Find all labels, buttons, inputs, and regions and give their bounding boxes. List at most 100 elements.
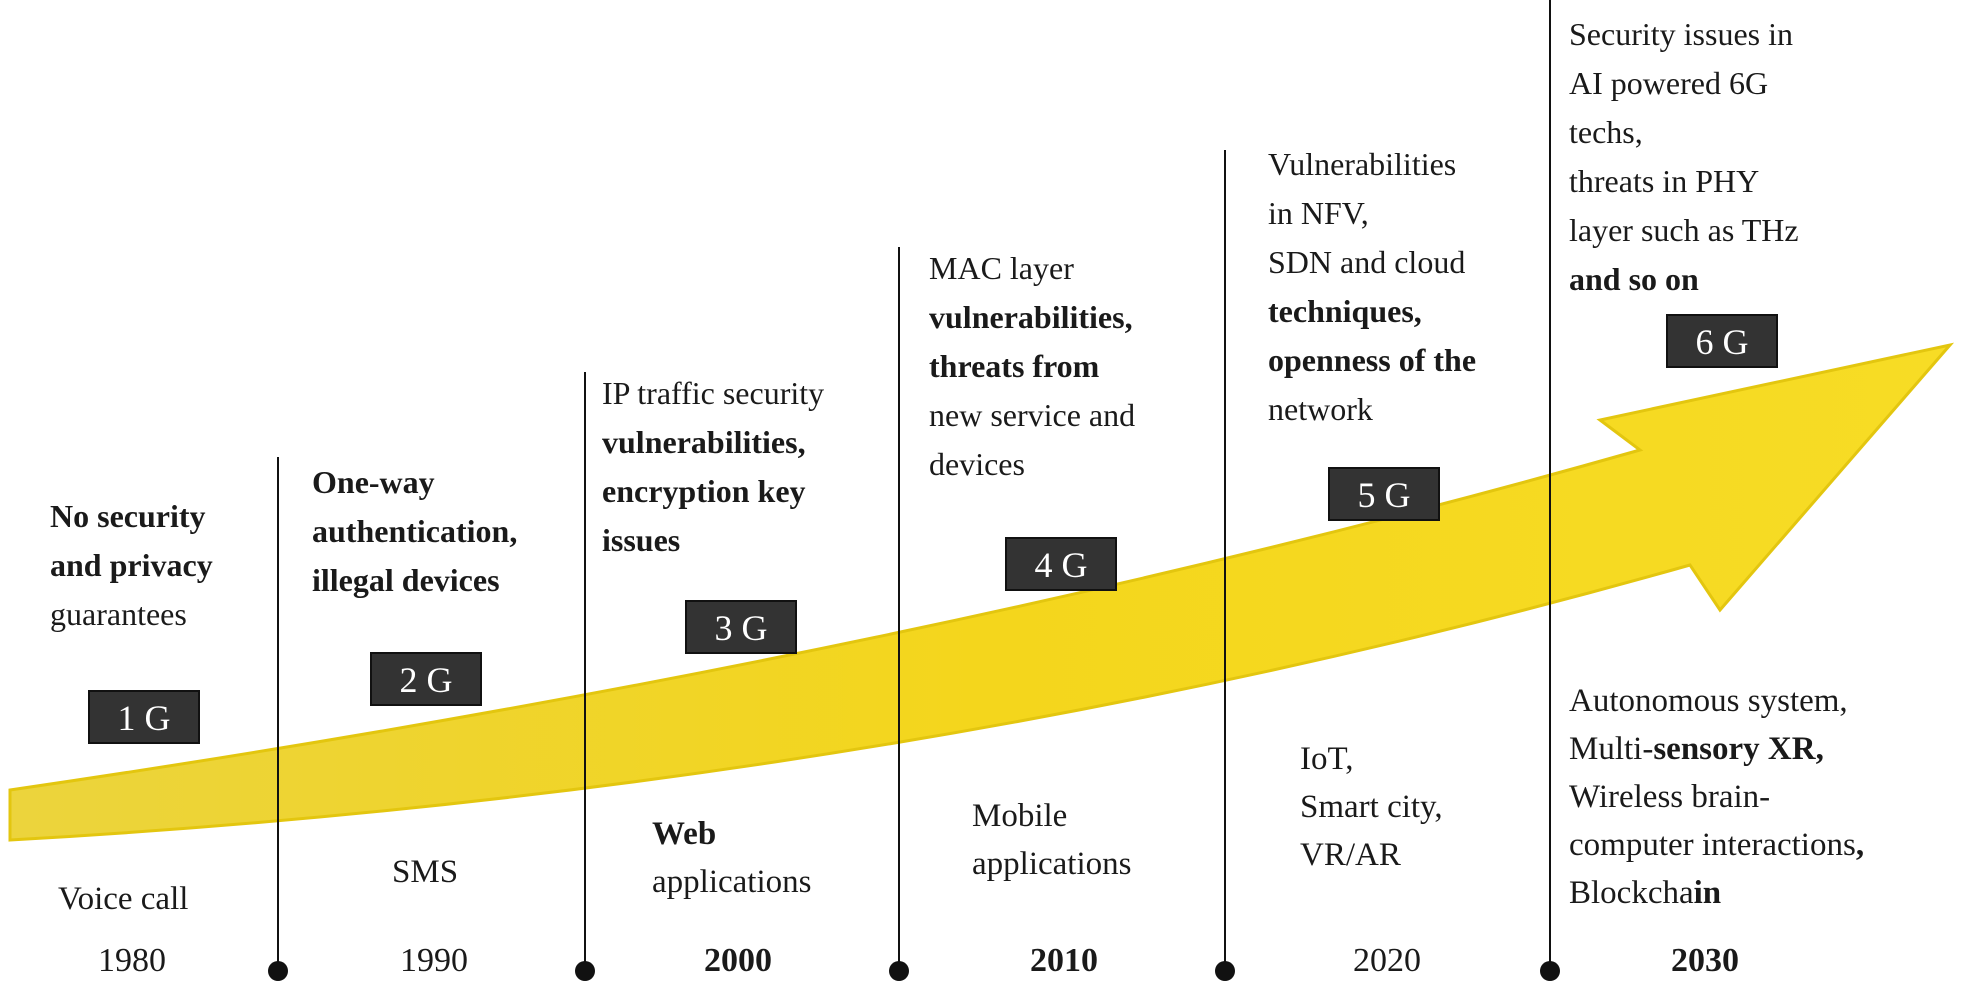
text-segment: applications <box>972 846 1132 882</box>
security-line: and privacy <box>50 541 213 590</box>
era-6-security-text: Security issues in AI powered 6G techs, thr… <box>1569 10 1799 304</box>
security-line: encryption key <box>602 467 824 516</box>
application-line: Smart city, <box>1300 783 1443 831</box>
gen-badge-4g: 4 G <box>1005 537 1117 591</box>
text-segment: and privacy <box>50 547 213 583</box>
text-segment: , <box>1855 827 1865 863</box>
divider-3 <box>898 247 900 971</box>
timeline-dot-1 <box>268 961 288 981</box>
text-segment: illegal devices <box>312 562 500 598</box>
security-line: MAC layer <box>929 244 1135 293</box>
text-segment: guarantees <box>50 596 187 632</box>
text-segment: threats from <box>929 348 1100 384</box>
gen-badge-1g: 1 G <box>88 690 200 744</box>
security-line: vulnerabilities, <box>602 418 824 467</box>
gen-badge-6g: 6 G <box>1666 314 1778 368</box>
application-line: SMS <box>392 848 458 896</box>
security-line: Vulnerabilities <box>1268 140 1476 189</box>
year-label: 2010 <box>1030 942 1098 979</box>
text-segment: encryption key <box>602 473 806 509</box>
text-segment: Blockcha <box>1569 875 1694 911</box>
security-line: illegal devices <box>312 556 517 605</box>
text-segment: Voice call <box>58 881 189 917</box>
era-6-applications: Autonomous system, Multi-sensory XR, Wirel… <box>1569 677 1864 917</box>
text-segment: Wireless brain- <box>1569 779 1771 815</box>
text-segment: Mobile <box>972 798 1068 834</box>
divider-5 <box>1549 0 1551 971</box>
year-label: 1990 <box>400 942 468 979</box>
timeline-dot-3 <box>889 961 909 981</box>
text-segment: Smart city, <box>1300 789 1443 825</box>
text-segment: Web <box>652 816 717 852</box>
security-line: devices <box>929 440 1135 489</box>
application-line: Multi-sensory XR, <box>1569 725 1864 773</box>
text-segment: Autonomous system, <box>1569 683 1848 719</box>
era-5-applications: IoT, Smart city, VR/AR <box>1300 735 1443 879</box>
text-segment: and so on <box>1569 261 1699 297</box>
application-line: computer interactions, <box>1569 821 1864 869</box>
text-segment: techniques, <box>1268 293 1422 329</box>
application-line: Wireless brain- <box>1569 773 1864 821</box>
security-line: vulnerabilities, <box>929 293 1135 342</box>
text-segment: threats in PHY <box>1569 163 1760 199</box>
divider-2 <box>584 372 586 971</box>
security-line: threats in PHY <box>1569 157 1799 206</box>
application-line: Mobile <box>972 792 1131 840</box>
text-segment: IP traffic security <box>602 375 825 411</box>
era-2-security-text: One-way authentication, illegal devices <box>312 458 517 605</box>
era-5-security-text: Vulnerabilities in NFV, SDN and cloud techn… <box>1268 140 1476 434</box>
security-line: No security <box>50 492 213 541</box>
text-segment: issues <box>602 522 681 558</box>
era-1-security-text: No security and privacy guarantees <box>50 492 213 639</box>
application-line: Web <box>652 810 811 858</box>
text-segment: AI powered 6G <box>1569 65 1769 101</box>
security-line: issues <box>602 516 824 565</box>
text-segment: authentication, <box>312 513 518 549</box>
text-segment: in <box>1693 875 1722 911</box>
application-line: applications <box>972 840 1131 888</box>
gen-badge-2g: 2 G <box>370 652 482 706</box>
year-label: 2020 <box>1353 942 1421 979</box>
text-segment: MAC layer <box>929 250 1074 286</box>
year-label: 2000 <box>704 942 772 979</box>
timeline-dot-2 <box>575 961 595 981</box>
text-segment: Vulnerabilities <box>1268 146 1457 182</box>
application-line: VR/AR <box>1300 831 1443 879</box>
application-line: applications <box>652 858 811 906</box>
text-segment: Multi- <box>1569 731 1654 767</box>
text-segment: new service and <box>929 397 1136 433</box>
text-segment: techs, <box>1569 114 1643 150</box>
era-2-applications: SMS <box>392 848 458 896</box>
security-line: guarantees <box>50 590 213 639</box>
era-4-applications: Mobile applications <box>972 792 1131 888</box>
text-segment: No security <box>50 498 206 534</box>
text-segment: VR/AR <box>1300 837 1401 873</box>
security-line: authentication, <box>312 507 517 556</box>
text-segment: applications <box>652 864 812 900</box>
era-4-security-text: MAC layer vulnerabilities, threats from new… <box>929 244 1135 489</box>
security-line: network <box>1268 385 1476 434</box>
security-line: openness of the <box>1268 336 1476 385</box>
text-segment: in NFV, <box>1268 195 1369 231</box>
security-line: Security issues in <box>1569 10 1799 59</box>
text-segment: computer interactions <box>1569 827 1856 863</box>
era-3-applications: Web applications <box>652 810 811 906</box>
text-segment: openness of the <box>1268 342 1477 378</box>
security-line: AI powered 6G <box>1569 59 1799 108</box>
text-segment: One-way <box>312 464 435 500</box>
application-line: IoT, <box>1300 735 1443 783</box>
era-1-applications: Voice call <box>58 875 188 923</box>
text-segment: layer such as THz <box>1569 212 1799 248</box>
security-line: in NFV, <box>1268 189 1476 238</box>
text-segment: IoT, <box>1300 741 1354 777</box>
application-line: Autonomous system, <box>1569 677 1864 725</box>
divider-4 <box>1224 150 1226 971</box>
security-line: layer such as THz <box>1569 206 1799 255</box>
text-segment: network <box>1268 391 1373 427</box>
timeline-dot-4 <box>1215 961 1235 981</box>
security-line: threats from <box>929 342 1135 391</box>
gen-badge-3g: 3 G <box>685 600 797 654</box>
security-line: IP traffic security <box>602 369 824 418</box>
text-segment: Security issues in <box>1569 16 1793 52</box>
